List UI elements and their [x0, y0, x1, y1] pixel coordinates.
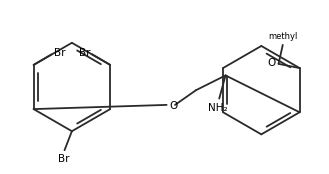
- Text: Br: Br: [58, 154, 69, 164]
- Text: Br: Br: [79, 48, 90, 58]
- Text: methyl: methyl: [268, 32, 297, 41]
- Text: O: O: [170, 101, 178, 111]
- Text: NH₂: NH₂: [208, 103, 228, 113]
- Text: Br: Br: [54, 48, 65, 58]
- Text: O: O: [267, 58, 275, 68]
